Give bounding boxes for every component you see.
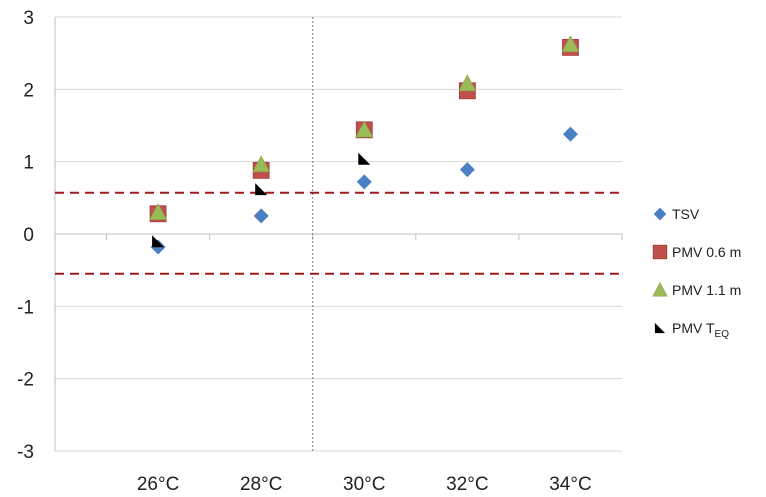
data-point-pmv-1-1-m	[252, 155, 271, 173]
data-point-pmv-t-eq	[152, 235, 165, 248]
gridlines	[55, 16, 622, 452]
y-tick-label: 0	[23, 225, 34, 246]
legend-label-text: PMV T	[672, 320, 715, 336]
y-tick-labels: 3 2 1 0 -1 -2 -3	[17, 8, 34, 463]
legend-marker	[652, 244, 668, 260]
x-tick-label: 30°C	[343, 474, 385, 495]
data-point-pmv-1-1-m	[355, 120, 374, 138]
axes	[54, 17, 623, 451]
y-tick-label: -3	[17, 442, 34, 463]
data-point-tsv	[562, 126, 578, 142]
legend-label: PMV 1.1 m	[672, 282, 741, 298]
data-point-pmv-1-1-m	[561, 35, 580, 53]
y-tick-label: -2	[17, 370, 34, 391]
legend-label-subscript: EQ	[715, 329, 730, 340]
legend-label-text: TSV	[672, 206, 700, 222]
y-tick-label: 2	[23, 80, 34, 101]
data-point-pmv-1-1-m	[458, 74, 477, 92]
data-point-tsv	[356, 174, 372, 190]
legend-marker	[652, 282, 668, 297]
data-point-tsv	[459, 162, 475, 178]
y-tick-label: -1	[17, 297, 34, 318]
data-point-pmv-t-eq	[358, 152, 371, 165]
data-points	[149, 35, 580, 255]
legend-label: PMV 0.6 m	[672, 244, 741, 260]
legend-label-text: PMV 1.1 m	[672, 282, 741, 298]
data-point-pmv-t-eq	[255, 183, 268, 196]
legend-marker	[653, 207, 667, 221]
reference-lines	[55, 191, 622, 275]
y-tick-label: 3	[23, 8, 34, 29]
legend: TSV PMV 0.6 m PMV 1.1 m PMV TEQ	[652, 206, 741, 340]
x-tick-label: 26°C	[137, 474, 179, 495]
legend-marker	[654, 322, 666, 334]
legend-label: PMV TEQ	[672, 320, 729, 340]
legend-label-text: PMV 0.6 m	[672, 244, 741, 260]
legend-label: TSV	[672, 206, 700, 222]
x-tick-labels: 26°C 28°C 30°C 32°C 34°C	[137, 474, 592, 495]
data-point-pmv-1-1-m	[149, 203, 168, 220]
x-tick-label: 34°C	[549, 474, 591, 495]
x-tick-label: 32°C	[446, 474, 488, 495]
y-tick-label: 1	[23, 153, 34, 174]
x-tick-label: 28°C	[240, 474, 282, 495]
data-point-tsv	[253, 208, 269, 224]
